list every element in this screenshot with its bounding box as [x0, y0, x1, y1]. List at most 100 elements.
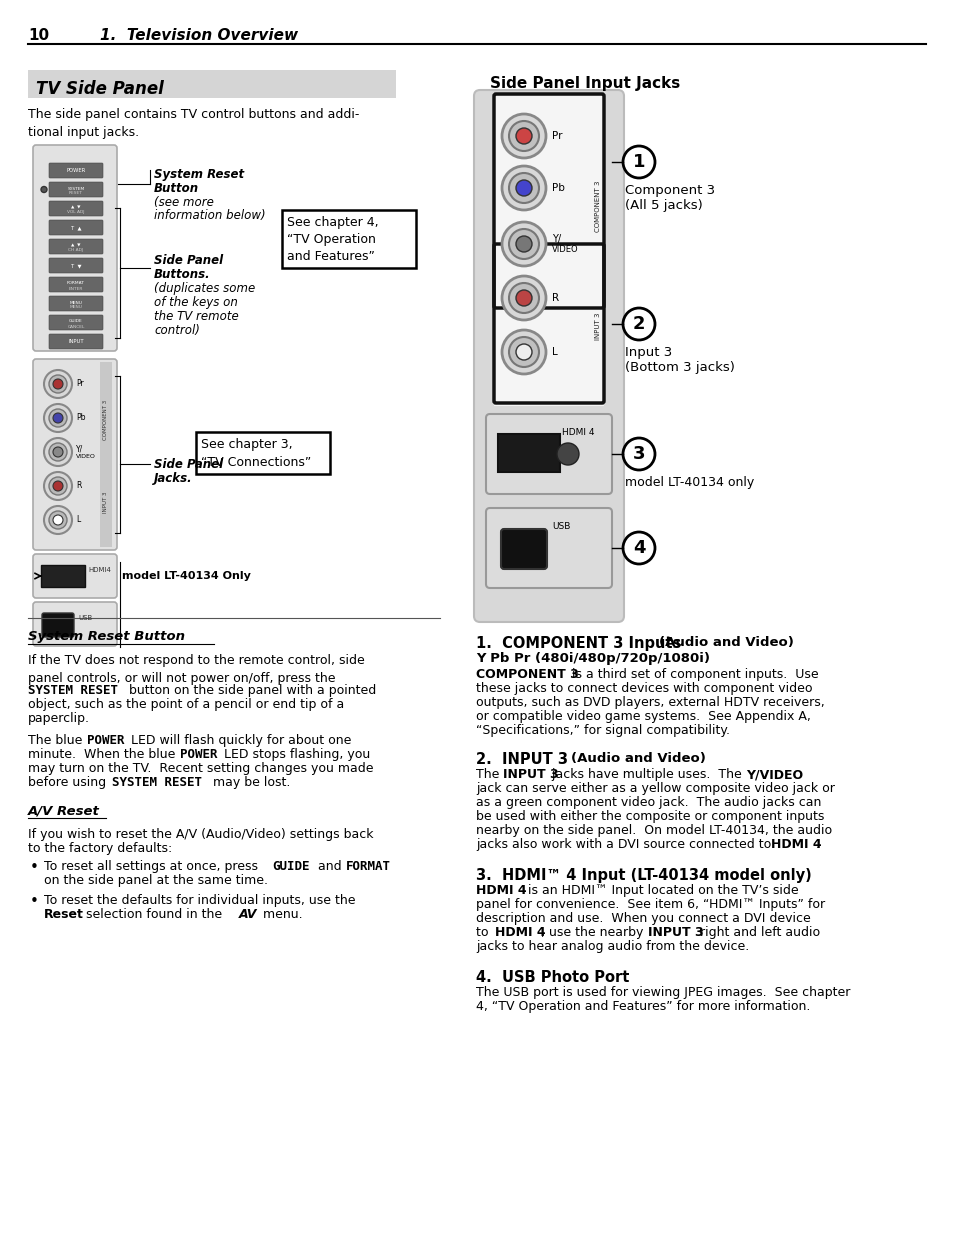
Text: 3: 3 [632, 445, 644, 463]
Circle shape [49, 443, 67, 461]
Bar [195, 432, 330, 474]
FancyBboxPatch shape [49, 333, 103, 350]
Text: INPUT 3: INPUT 3 [502, 768, 558, 781]
Text: TV Side Panel: TV Side Panel [36, 80, 164, 98]
Bar [282, 210, 416, 268]
FancyBboxPatch shape [49, 315, 103, 330]
Text: before using: before using [28, 776, 110, 789]
Text: R: R [552, 293, 558, 303]
Circle shape [516, 180, 532, 196]
Text: to: to [476, 926, 492, 939]
Text: is an HDMI™ Input located on the TV’s side: is an HDMI™ Input located on the TV’s si… [523, 884, 798, 897]
Text: 4, “TV Operation and Features” for more information.: 4, “TV Operation and Features” for more … [476, 1000, 809, 1013]
Text: T  ▲: T ▲ [71, 225, 81, 230]
Text: •: • [30, 894, 39, 909]
Text: jacks to hear analog audio from the device.: jacks to hear analog audio from the devi… [476, 940, 748, 953]
Bar [41, 564, 85, 587]
Text: AV: AV [239, 908, 257, 921]
Text: GUIDE: GUIDE [69, 320, 83, 324]
Text: To reset the defaults for individual inputs, use the: To reset the defaults for individual inp… [44, 894, 355, 906]
Text: may turn on the TV.  Recent setting changes you made: may turn on the TV. Recent setting chang… [28, 762, 374, 776]
Text: be used with either the composite or component inputs: be used with either the composite or com… [476, 810, 823, 823]
Circle shape [622, 308, 655, 340]
Text: model LT-40134 Only: model LT-40134 Only [122, 571, 251, 580]
Circle shape [44, 370, 71, 398]
FancyBboxPatch shape [49, 220, 103, 235]
FancyBboxPatch shape [49, 240, 103, 254]
Text: INPUT 3: INPUT 3 [595, 312, 600, 340]
FancyBboxPatch shape [49, 277, 103, 291]
Text: HDMI 4: HDMI 4 [495, 926, 545, 939]
Text: The side panel contains TV control buttons and addi-
tional input jacks.: The side panel contains TV control butto… [28, 107, 359, 140]
Text: SYSTEM: SYSTEM [68, 186, 85, 190]
Circle shape [44, 472, 71, 500]
Text: See chapter 4,: See chapter 4, [287, 216, 378, 228]
Circle shape [501, 114, 545, 158]
Text: 3.  HDMI™ 4 Input (LT-40134 model only): 3. HDMI™ 4 Input (LT-40134 model only) [476, 868, 811, 883]
Circle shape [53, 515, 63, 525]
Text: 1.  COMPONENT 3 Inputs: 1. COMPONENT 3 Inputs [476, 636, 685, 651]
Bar [494, 96, 603, 406]
Text: HDMI 4: HDMI 4 [561, 429, 594, 437]
Text: LED will flash quickly for about one: LED will flash quickly for about one [127, 734, 351, 747]
Text: model LT-40134 only: model LT-40134 only [624, 475, 754, 489]
Text: as a green component video jack.  The audio jacks can: as a green component video jack. The aud… [476, 797, 821, 809]
Text: description and use.  When you connect a DVI device: description and use. When you connect a … [476, 911, 810, 925]
Text: SYSTEM RESET: SYSTEM RESET [112, 776, 202, 789]
Text: Pb: Pb [76, 414, 86, 422]
Text: 2: 2 [632, 315, 644, 333]
Text: Y/: Y/ [552, 233, 560, 245]
Text: Input 3: Input 3 [624, 346, 672, 359]
Text: object, such as the point of a pencil or end tip of a: object, such as the point of a pencil or… [28, 698, 344, 711]
Text: VOL ADJ: VOL ADJ [67, 210, 85, 215]
FancyBboxPatch shape [42, 613, 74, 637]
Text: 1.  Television Overview: 1. Television Overview [100, 28, 297, 43]
Text: to the factory defaults:: to the factory defaults: [28, 842, 172, 855]
Text: Side Panel Input Jacks: Side Panel Input Jacks [490, 77, 679, 91]
Text: HDMI 4: HDMI 4 [770, 839, 821, 851]
Circle shape [622, 532, 655, 564]
Text: System Reset: System Reset [153, 168, 244, 182]
Text: button on the side panel with a pointed: button on the side panel with a pointed [125, 684, 375, 697]
Text: FORMAT: FORMAT [67, 282, 85, 285]
Circle shape [501, 330, 545, 374]
Text: Pr: Pr [76, 379, 84, 389]
Text: “TV Connections”: “TV Connections” [201, 456, 311, 469]
Text: •: • [30, 860, 39, 876]
Text: SYSTEM RESET: SYSTEM RESET [28, 684, 118, 697]
FancyBboxPatch shape [500, 529, 546, 569]
Circle shape [516, 236, 532, 252]
Text: VIDEO: VIDEO [76, 454, 95, 459]
Text: COMPONENT 3: COMPONENT 3 [476, 668, 578, 680]
Text: T  ▼: T ▼ [71, 263, 81, 268]
Text: USB: USB [552, 522, 570, 531]
Circle shape [509, 173, 538, 203]
Circle shape [44, 404, 71, 432]
Text: GUIDE: GUIDE [272, 860, 309, 873]
FancyBboxPatch shape [485, 414, 612, 494]
Text: CH ADJ: CH ADJ [69, 248, 84, 252]
FancyBboxPatch shape [49, 201, 103, 216]
Circle shape [501, 275, 545, 320]
Text: outputs, such as DVD players, external HDTV receivers,: outputs, such as DVD players, external H… [476, 697, 824, 709]
Text: (Bottom 3 jacks): (Bottom 3 jacks) [624, 361, 734, 374]
Text: Jacks.: Jacks. [153, 472, 193, 485]
FancyBboxPatch shape [33, 601, 117, 646]
Text: (Audio and Video): (Audio and Video) [571, 752, 705, 764]
Text: Pb: Pb [552, 183, 564, 193]
Text: VIDEO: VIDEO [552, 246, 578, 254]
Text: may be lost.: may be lost. [209, 776, 290, 789]
Text: and: and [314, 860, 345, 873]
Text: USB: USB [78, 615, 92, 621]
Text: HDMI 4: HDMI 4 [476, 884, 526, 897]
Text: INPUT 3: INPUT 3 [103, 492, 109, 513]
Circle shape [501, 165, 545, 210]
Text: Y/: Y/ [76, 445, 83, 453]
FancyBboxPatch shape [485, 508, 612, 588]
Text: RESET: RESET [69, 191, 83, 195]
Circle shape [501, 222, 545, 266]
Text: jack can serve either as a yellow composite video jack or: jack can serve either as a yellow compos… [476, 782, 834, 795]
Bar [497, 433, 559, 472]
Text: LED stops flashing, you: LED stops flashing, you [220, 748, 370, 761]
Text: 4: 4 [632, 538, 644, 557]
